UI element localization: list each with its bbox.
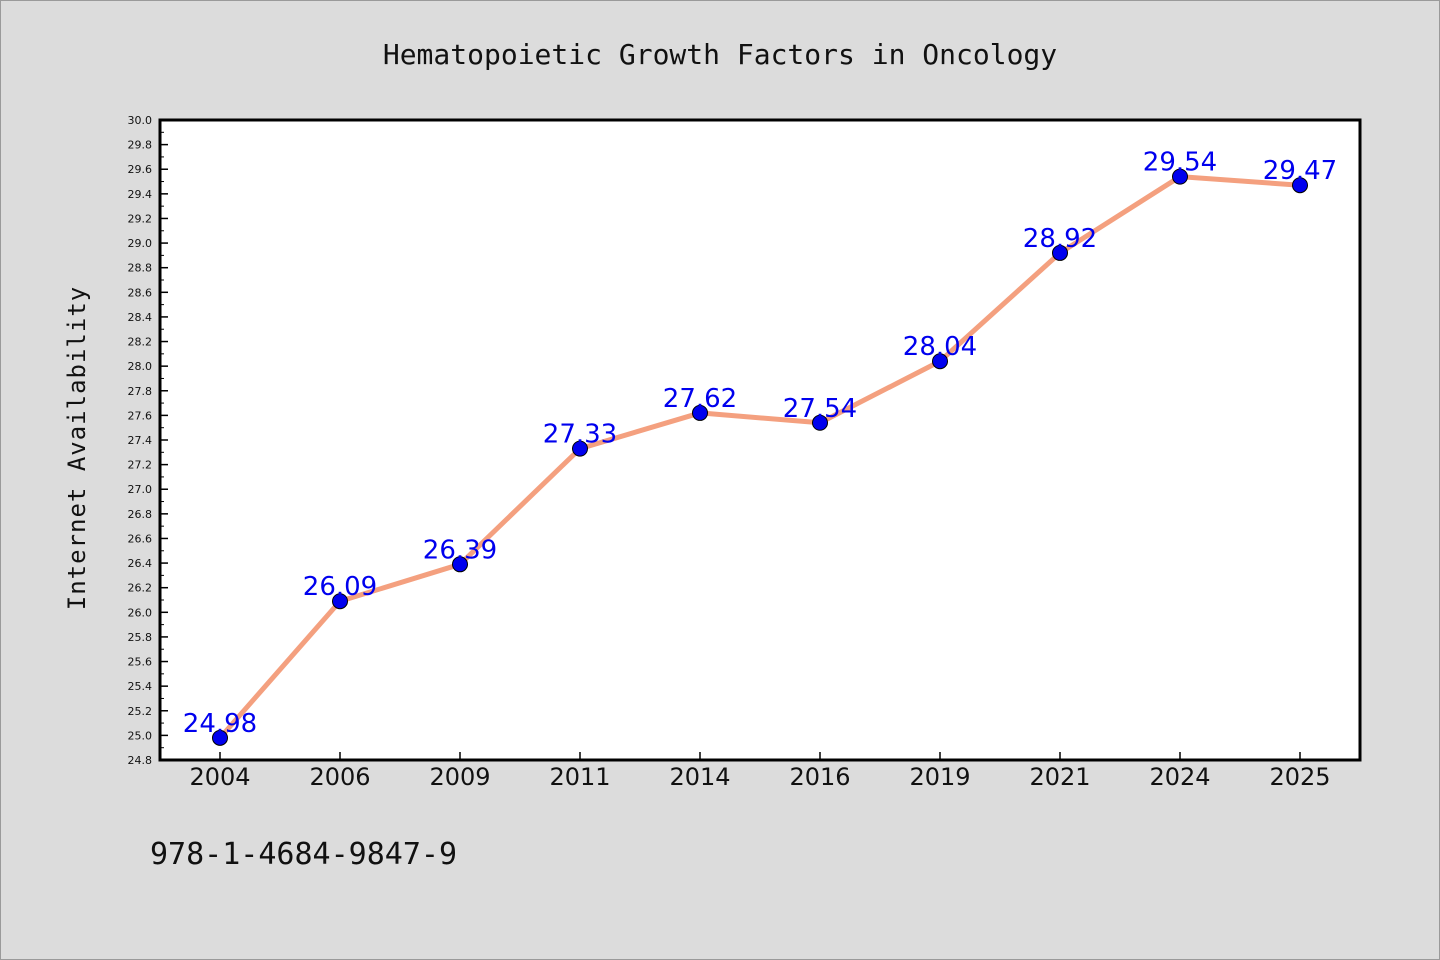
data-point (572, 440, 588, 457)
y-tick-label: 27.8 (128, 385, 153, 398)
data-markers (212, 168, 1308, 746)
y-tick-label: 28.4 (128, 311, 153, 324)
y-tick-label: 26.2 (128, 582, 153, 595)
x-tick-label: 2014 (669, 763, 730, 791)
y-axis-label: Internet Availability (63, 286, 91, 610)
y-tick-label: 27.2 (128, 459, 153, 472)
y-tick-label: 27.4 (128, 434, 153, 447)
y-axis-ticks: 24.8 25.0 25.2 25.4 25.6 25.8 26.0 26.2 26.4 26.6… (128, 114, 168, 767)
y-tick-label: 27.0 (128, 483, 153, 496)
y-tick-label: 29.8 (128, 139, 153, 152)
y-tick-label: 29.2 (128, 212, 153, 225)
series-polyline (217, 174, 1303, 741)
y-tick-label: 25.0 (128, 729, 153, 742)
data-label: 27.54 (783, 394, 857, 424)
x-tick-label: 2019 (909, 763, 970, 791)
plot-area (158, 118, 1362, 762)
data-label: 24.98 (183, 709, 257, 739)
x-tick-label: 2009 (429, 763, 490, 791)
y-tick-label: 26.4 (128, 557, 153, 570)
y-tick-label: 28.8 (128, 262, 153, 275)
data-point (1172, 168, 1188, 185)
data-label: 28.04 (903, 332, 977, 362)
x-tick-label: 2006 (309, 763, 370, 791)
y-tick-label: 28.6 (128, 286, 153, 299)
x-tick-label: 2024 (1149, 763, 1210, 791)
data-labels: 24.98 26.09 26.39 27.33 27.62 27.54 28.04 28.92… (183, 148, 1337, 739)
data-label: 28.92 (1023, 224, 1097, 254)
y-tick-label: 25.2 (128, 705, 153, 718)
data-point (692, 404, 708, 421)
data-point (1292, 177, 1308, 194)
data-label: 27.33 (543, 420, 617, 450)
y-tick-label: 30.0 (128, 114, 153, 127)
data-point (812, 414, 828, 431)
y-tick-label: 28.0 (128, 360, 153, 373)
y-tick-label: 25.4 (128, 680, 153, 693)
x-tick-label: 2021 (1029, 763, 1090, 791)
data-point (332, 593, 348, 610)
y-tick-label: 27.6 (128, 409, 153, 422)
data-point (932, 353, 948, 370)
data-point (1052, 244, 1068, 261)
y-tick-label: 25.6 (128, 656, 153, 669)
y-tick-label: 28.2 (128, 336, 153, 349)
data-label: 29.47 (1263, 156, 1337, 186)
x-axis-ticks: 2004 2006 2009 2011 2014 2016 2019 2021 2024 2025 (189, 752, 1331, 791)
y-tick-label: 29.0 (128, 237, 153, 250)
y-tick-label: 26.8 (128, 508, 153, 521)
data-label: 26.39 (423, 535, 497, 565)
y-tick-label: 29.4 (128, 188, 153, 201)
x-tick-label: 2025 (1269, 763, 1330, 791)
data-label: 29.54 (1143, 148, 1217, 178)
y-tick-label: 24.8 (128, 754, 153, 767)
series-line (217, 174, 1303, 741)
y-tick-label: 26.0 (128, 606, 153, 619)
data-label: 26.09 (303, 572, 377, 602)
data-point (452, 556, 468, 573)
x-tick-label: 2016 (789, 763, 850, 791)
y-tick-label: 29.6 (128, 163, 153, 176)
x-tick-label: 2011 (549, 763, 610, 791)
x-tick-label: 2004 (189, 763, 250, 791)
isbn-text: 978-1-4684-9847-9 (150, 837, 457, 872)
y-tick-label: 26.6 (128, 532, 153, 545)
data-label: 27.62 (663, 384, 737, 414)
data-point (212, 729, 228, 746)
chart-title: Hematopoietic Growth Factors in Oncology (383, 38, 1057, 71)
y-tick-label: 25.8 (128, 631, 153, 644)
